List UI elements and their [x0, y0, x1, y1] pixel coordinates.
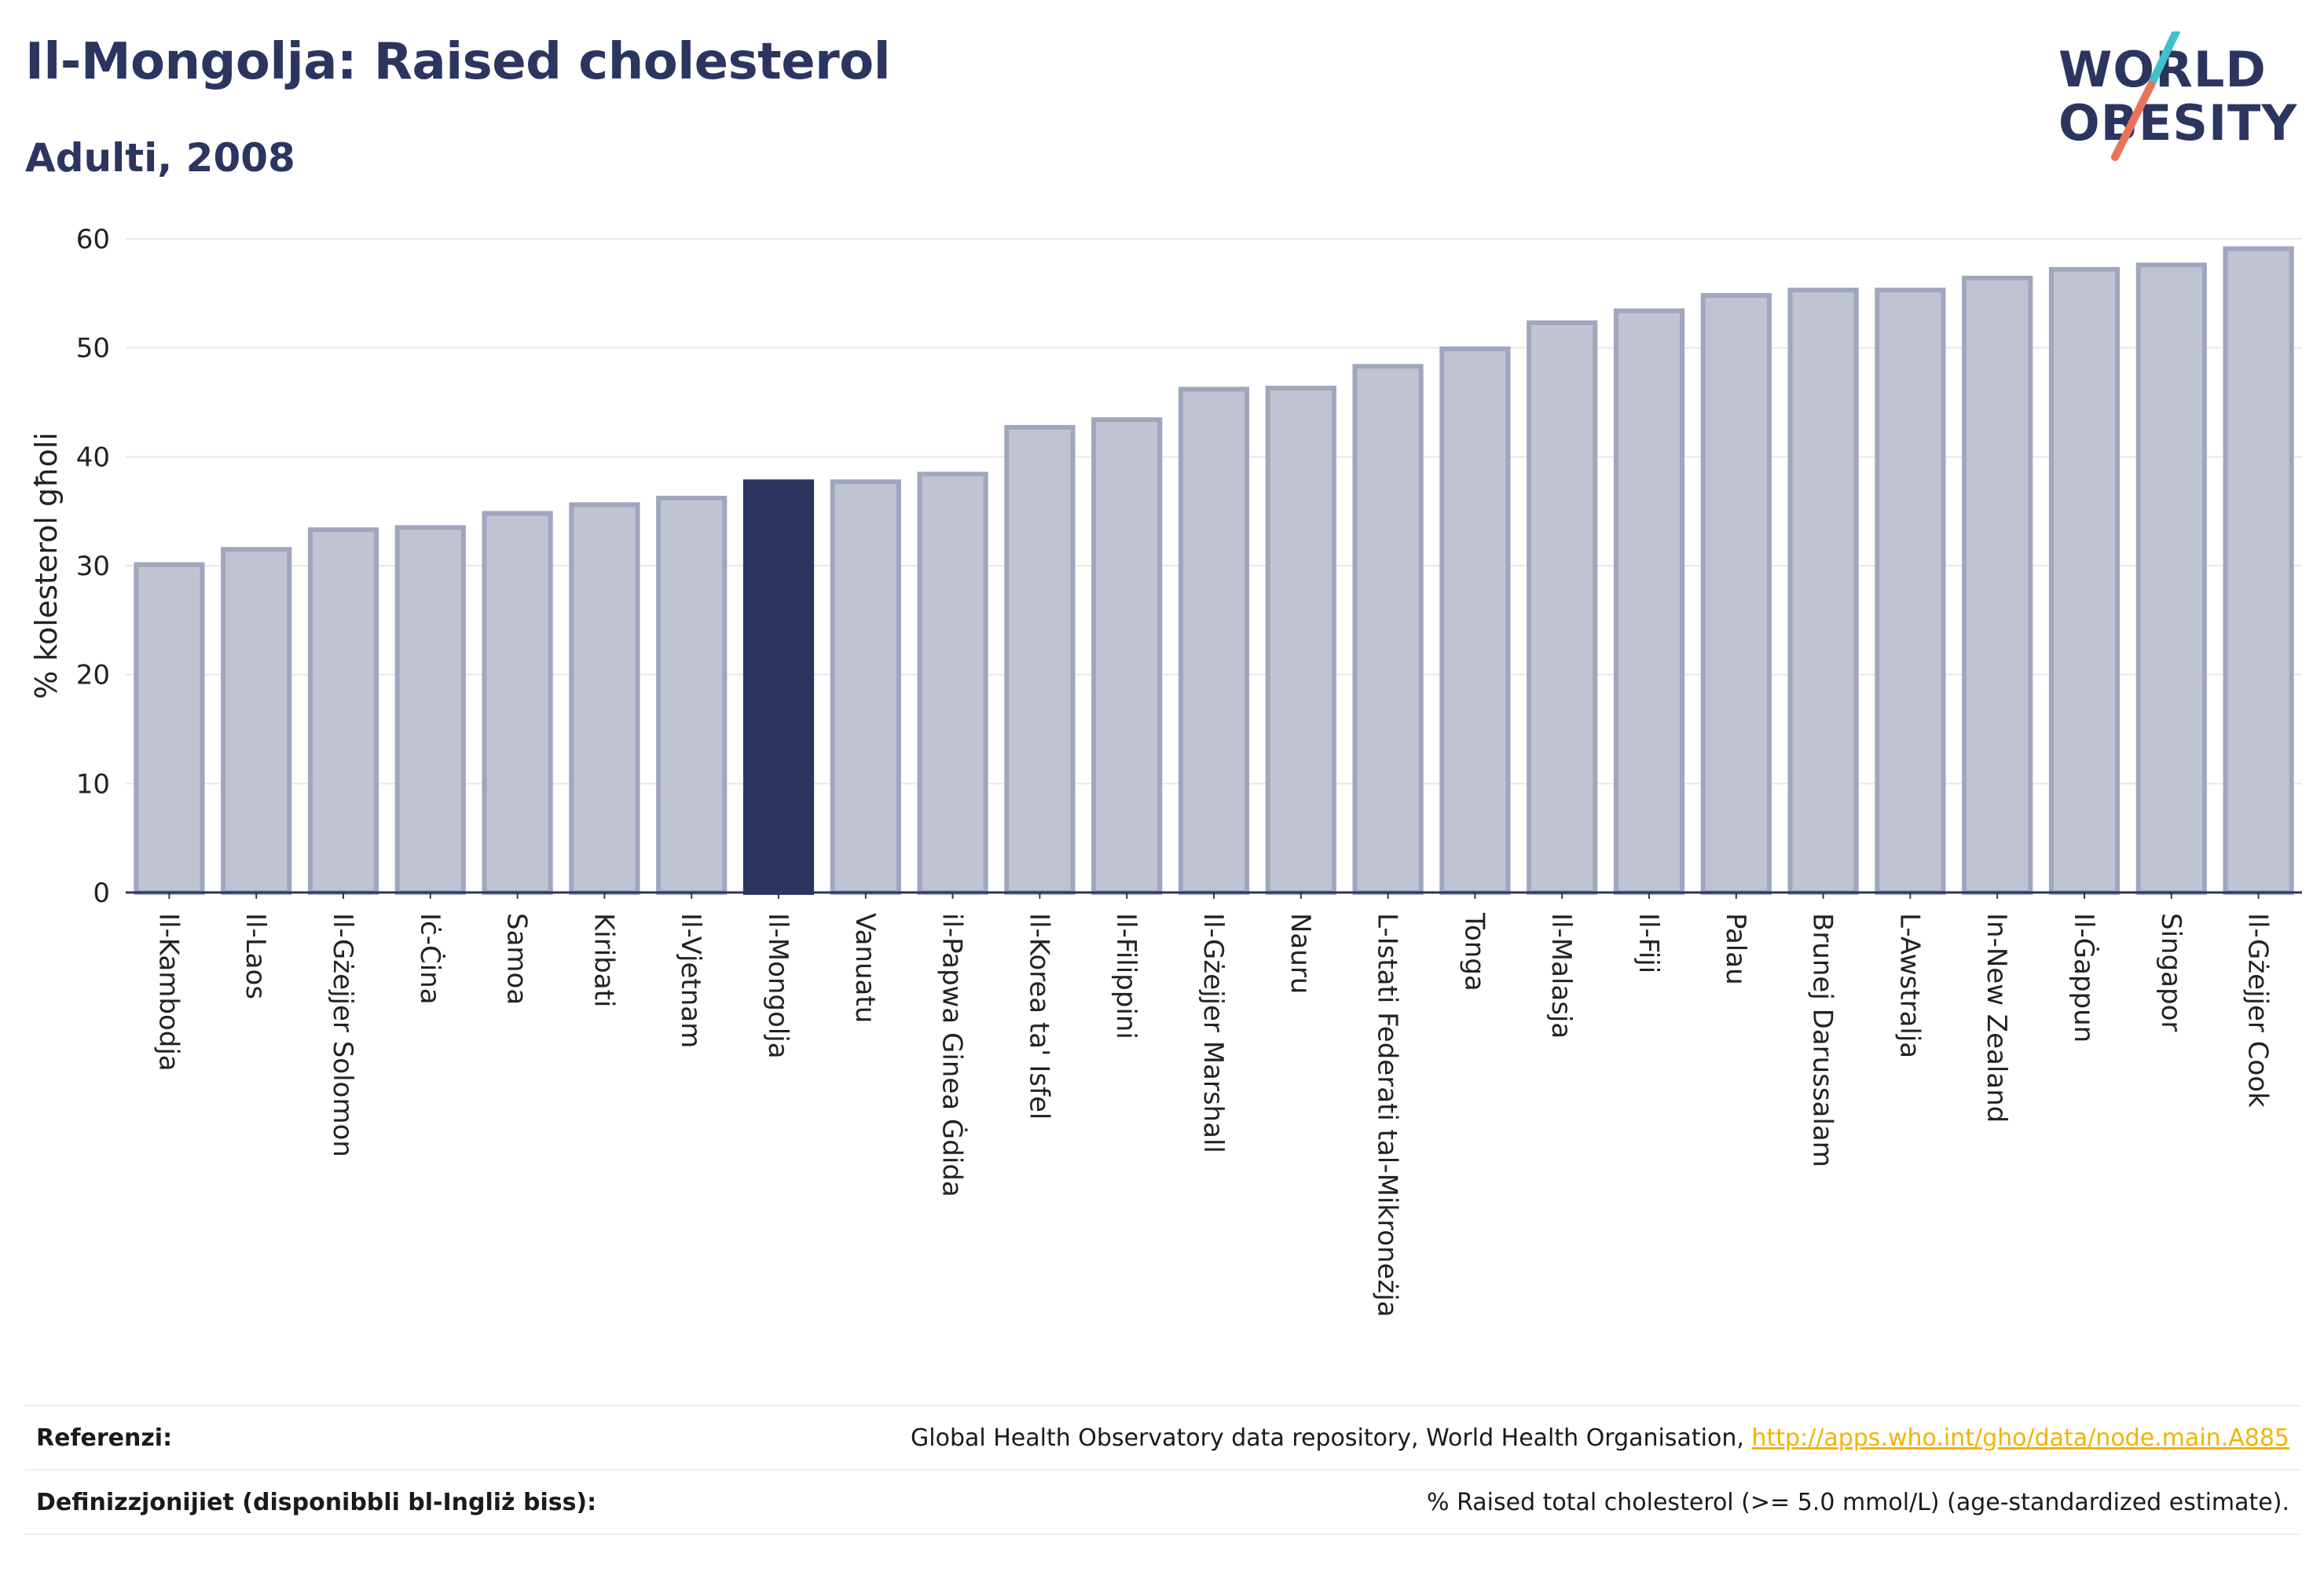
definitions-row: Definizzjonijiet (disponibbli bl-Ingliż … [25, 1471, 2300, 1535]
x-category-label: Il-Ġappun [2068, 913, 2100, 1043]
references-row: Referenzi: Global Health Observatory dat… [25, 1405, 2300, 1471]
bar [2135, 262, 2207, 895]
x-category-label: Tonga [1458, 912, 1490, 991]
bar [1091, 417, 1163, 895]
bar [830, 479, 901, 895]
x-category-label: Vanuatu [849, 913, 881, 1023]
x-category-label: Samoa [501, 913, 533, 1005]
bar [1613, 308, 1685, 895]
bar [2048, 266, 2121, 895]
x-category-label: Il-Filippini [1110, 913, 1142, 1039]
x-category-label: Il-Laos [240, 913, 271, 999]
x-category-label: In-New Zealand [1981, 913, 2012, 1123]
y-tick-label: 10 [76, 768, 110, 800]
x-category-label: Brunej Darussalam [1807, 913, 1838, 1167]
bar [482, 511, 553, 895]
x-category-label: Nauru [1285, 913, 1316, 994]
bar [1787, 288, 1859, 895]
y-axis-title: % kolesterol għoli [29, 432, 64, 699]
x-category-label: il-Papwa Ginea Ġdida [937, 913, 969, 1197]
x-category-label: Il-Mongolja [762, 913, 794, 1059]
y-tick-label: 0 [93, 878, 110, 909]
x-category-label: Iċ-Ċina [414, 913, 446, 1005]
x-category-label: Il-Kambodja [152, 913, 184, 1072]
bar [394, 525, 466, 895]
bar [1700, 293, 1772, 895]
axes: 0 10 20 30 40 50 60 Il-Kambodja Il-Laos Il-Gżejje… [76, 224, 2302, 1318]
y-tick-label: 50 [76, 333, 110, 365]
bar [1178, 387, 1250, 895]
bar [1004, 424, 1076, 895]
y-tick-label: 30 [76, 551, 110, 582]
x-category-label: Il-Gżejjer Marshall [1197, 913, 1229, 1153]
logo-word-obesity: OBESITY [2058, 94, 2298, 152]
y-tick-label: 40 [76, 442, 110, 473]
chart-subtitle: Adulti, 2008 [25, 135, 295, 181]
bar [917, 471, 988, 895]
chart-title: Il-Mongolja: Raised cholesterol [25, 33, 891, 91]
x-category-label: L-Awstralja [1893, 913, 1925, 1058]
bar [1962, 275, 2033, 896]
x-category-label: L-Istati Federati tal-Mikroneżja [1372, 913, 1403, 1318]
bar [221, 547, 292, 895]
bar [134, 562, 205, 895]
x-category-label: Il-Gżejjer Solomon [327, 913, 358, 1157]
definitions-label: Definizzjonijiet (disponibbli bl-Ingliż … [36, 1488, 597, 1516]
bar [1352, 364, 1424, 895]
x-category-label: Il-Malasja [1545, 913, 1577, 1039]
bars [134, 246, 2294, 896]
world-obesity-logo: WORLD OBESITY [2043, 31, 2310, 173]
y-tick-label: 60 [76, 224, 110, 255]
bar [1439, 346, 1511, 895]
x-category-label: Singapor [2155, 913, 2187, 1032]
bar [656, 496, 728, 895]
x-category-label: Il-Gżejjer Cook [2242, 913, 2274, 1108]
bar-highlighted [742, 479, 815, 895]
bar [569, 502, 640, 895]
references-value: Global Health Observatory data repositor… [911, 1424, 2300, 1452]
x-category-label: Palau [1720, 913, 1751, 985]
references-link[interactable]: http://apps.who.int/gho/data/node.main.A… [1751, 1424, 2289, 1452]
x-category-label: Kiribati [588, 913, 619, 1007]
bar [1527, 320, 1598, 896]
x-category-label: Il-Vjetnam [675, 913, 706, 1048]
bar-chart: 0 10 20 30 40 50 60 Il-Kambodja Il-Laos Il-Gżejje… [29, 224, 2302, 1318]
references-text: Global Health Observatory data repositor… [911, 1424, 1752, 1452]
bar [307, 527, 379, 895]
x-category-label: Il-Korea ta' Isfel [1023, 913, 1054, 1120]
bar [1875, 288, 1946, 895]
definitions-text: % Raised total cholesterol (>= 5.0 mmol/… [1427, 1488, 2289, 1516]
bar [1265, 385, 1336, 895]
bar [2223, 246, 2294, 896]
logo-slash-icon [2111, 31, 2180, 161]
references-label: Referenzi: [36, 1424, 173, 1452]
x-category-label: Il-Fiji [1633, 913, 1664, 973]
y-tick-label: 20 [76, 660, 110, 691]
